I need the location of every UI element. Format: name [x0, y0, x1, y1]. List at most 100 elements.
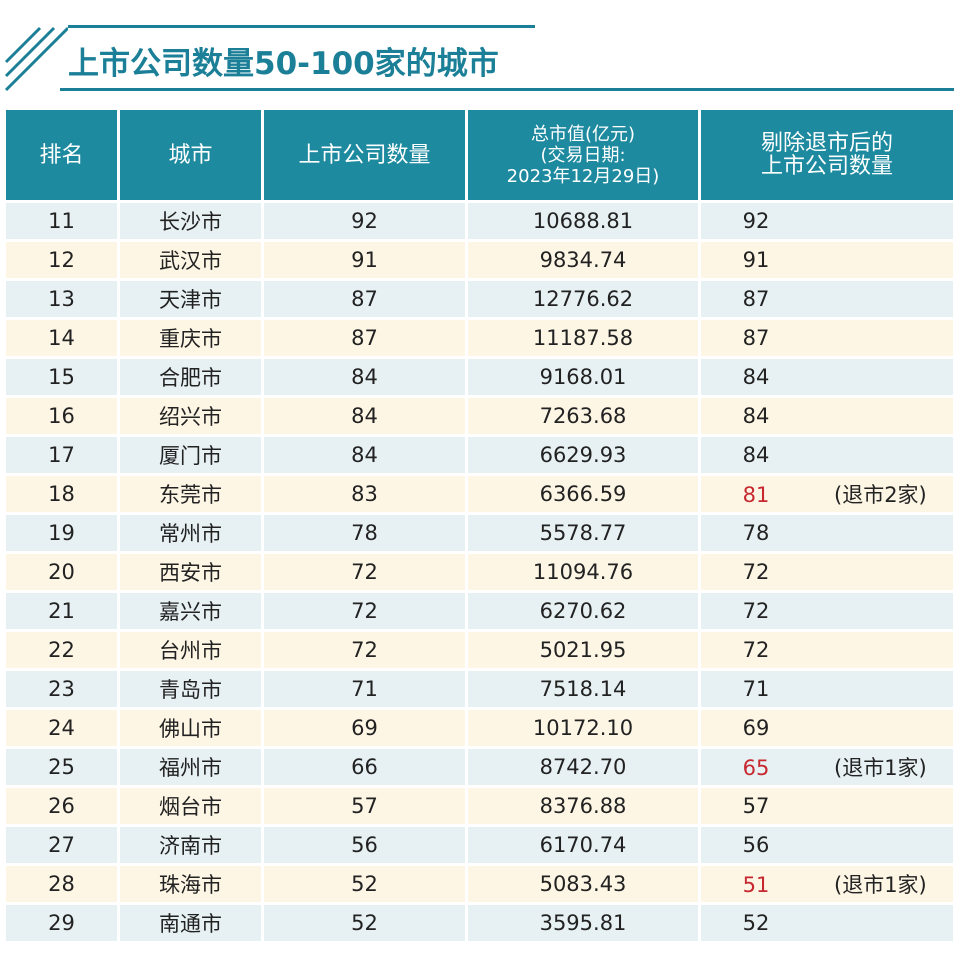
city-cell: 重庆市 [120, 320, 261, 356]
count-cell: 52 [264, 905, 465, 941]
rank-cell: 13 [6, 281, 117, 317]
decorative-stripes-icon [4, 26, 68, 92]
page-title: 上市公司数量50-100家的城市 [68, 46, 499, 82]
header-market-cap: 总市值(亿元) (交易日期: 2023年12月29日) [468, 110, 698, 200]
adjusted-count-cell: 78 [701, 515, 953, 551]
adjusted-count-cell: 72 [701, 632, 953, 668]
rank-cell: 25 [6, 749, 117, 785]
adjusted-count-value: 52 [742, 911, 770, 935]
rank-cell: 26 [6, 788, 117, 824]
adjusted-count-cell: 87 [701, 281, 953, 317]
title-rule-top [68, 25, 535, 28]
market-cap-cell: 6270.62 [468, 593, 698, 629]
count-cell: 84 [264, 398, 465, 434]
table-row: 21 嘉兴市 72 6270.62 72 [6, 593, 953, 629]
table-row: 22 台州市 72 5021.95 72 [6, 632, 953, 668]
rank-cell: 21 [6, 593, 117, 629]
city-cell: 天津市 [120, 281, 261, 317]
city-cell: 武汉市 [120, 242, 261, 278]
title-rule-bottom [60, 88, 954, 91]
delisted-note: (退市2家) [834, 483, 927, 507]
delisted-note: (退市1家) [834, 873, 927, 897]
market-cap-cell: 10688.81 [468, 203, 698, 239]
adjusted-count-cell: 84 [701, 398, 953, 434]
table-row: 28 珠海市 52 5083.43 51 (退市1家) [6, 866, 953, 902]
rank-cell: 17 [6, 437, 117, 473]
city-cell: 台州市 [120, 632, 261, 668]
adjusted-count-value: 87 [742, 287, 770, 311]
market-cap-cell: 3595.81 [468, 905, 698, 941]
market-cap-cell: 9834.74 [468, 242, 698, 278]
header-adjusted-count: 剔除退市后的 上市公司数量 [701, 110, 953, 200]
city-cell: 珠海市 [120, 866, 261, 902]
table-row: 24 佛山市 69 10172.10 69 [6, 710, 953, 746]
adjusted-count-value: 72 [742, 599, 770, 623]
adjusted-count-value: 51 [742, 873, 770, 897]
count-cell: 69 [264, 710, 465, 746]
city-table: 排名 城市 上市公司数量 总市值(亿元) (交易日期: 2023年12月29日)… [3, 107, 956, 944]
city-cell: 合肥市 [120, 359, 261, 395]
count-cell: 72 [264, 632, 465, 668]
count-cell: 83 [264, 476, 465, 512]
count-cell: 91 [264, 242, 465, 278]
rank-cell: 28 [6, 866, 117, 902]
market-cap-cell: 5578.77 [468, 515, 698, 551]
rank-cell: 20 [6, 554, 117, 590]
adjusted-count-cell: 91 [701, 242, 953, 278]
adjusted-count-value: 92 [742, 209, 770, 233]
adjusted-count-value: 72 [742, 560, 770, 584]
adjusted-count-value: 78 [742, 521, 770, 545]
table-row: 27 济南市 56 6170.74 56 [6, 827, 953, 863]
count-cell: 84 [264, 437, 465, 473]
rank-cell: 29 [6, 905, 117, 941]
adjusted-count-value: 56 [742, 833, 770, 857]
city-cell: 绍兴市 [120, 398, 261, 434]
table-row: 16 绍兴市 84 7263.68 84 [6, 398, 953, 434]
market-cap-cell: 5083.43 [468, 866, 698, 902]
count-cell: 52 [264, 866, 465, 902]
adjusted-count-cell: 51 (退市1家) [701, 866, 953, 902]
market-cap-cell: 8742.70 [468, 749, 698, 785]
adjusted-count-cell: 56 [701, 827, 953, 863]
city-cell: 济南市 [120, 827, 261, 863]
count-cell: 78 [264, 515, 465, 551]
count-cell: 66 [264, 749, 465, 785]
adjusted-count-value: 87 [742, 326, 770, 350]
rank-cell: 27 [6, 827, 117, 863]
market-cap-cell: 6366.59 [468, 476, 698, 512]
header-row: 排名 城市 上市公司数量 总市值(亿元) (交易日期: 2023年12月29日)… [6, 110, 953, 200]
count-cell: 87 [264, 281, 465, 317]
count-cell: 57 [264, 788, 465, 824]
adjusted-count-value: 84 [742, 365, 770, 389]
adjusted-count-cell: 72 [701, 554, 953, 590]
count-cell: 56 [264, 827, 465, 863]
rank-cell: 23 [6, 671, 117, 707]
city-cell: 烟台市 [120, 788, 261, 824]
table-row: 15 合肥市 84 9168.01 84 [6, 359, 953, 395]
city-cell: 青岛市 [120, 671, 261, 707]
table-row: 29 南通市 52 3595.81 52 [6, 905, 953, 941]
table-row: 13 天津市 87 12776.62 87 [6, 281, 953, 317]
rank-cell: 22 [6, 632, 117, 668]
adjusted-count-value: 57 [742, 794, 770, 818]
market-cap-cell: 7518.14 [468, 671, 698, 707]
header-count: 上市公司数量 [264, 110, 465, 200]
adjusted-count-cell: 71 [701, 671, 953, 707]
city-cell: 常州市 [120, 515, 261, 551]
rank-cell: 12 [6, 242, 117, 278]
city-cell: 嘉兴市 [120, 593, 261, 629]
rank-cell: 19 [6, 515, 117, 551]
count-cell: 72 [264, 554, 465, 590]
rank-cell: 14 [6, 320, 117, 356]
adjusted-count-value: 84 [742, 443, 770, 467]
header-city: 城市 [120, 110, 261, 200]
rank-cell: 11 [6, 203, 117, 239]
adjusted-count-cell: 87 [701, 320, 953, 356]
adjusted-count-value: 71 [742, 677, 770, 701]
adjusted-count-value: 69 [742, 716, 770, 740]
adjusted-count-value: 72 [742, 638, 770, 662]
count-cell: 84 [264, 359, 465, 395]
table-row: 26 烟台市 57 8376.88 57 [6, 788, 953, 824]
table-row: 23 青岛市 71 7518.14 71 [6, 671, 953, 707]
city-cell: 东莞市 [120, 476, 261, 512]
